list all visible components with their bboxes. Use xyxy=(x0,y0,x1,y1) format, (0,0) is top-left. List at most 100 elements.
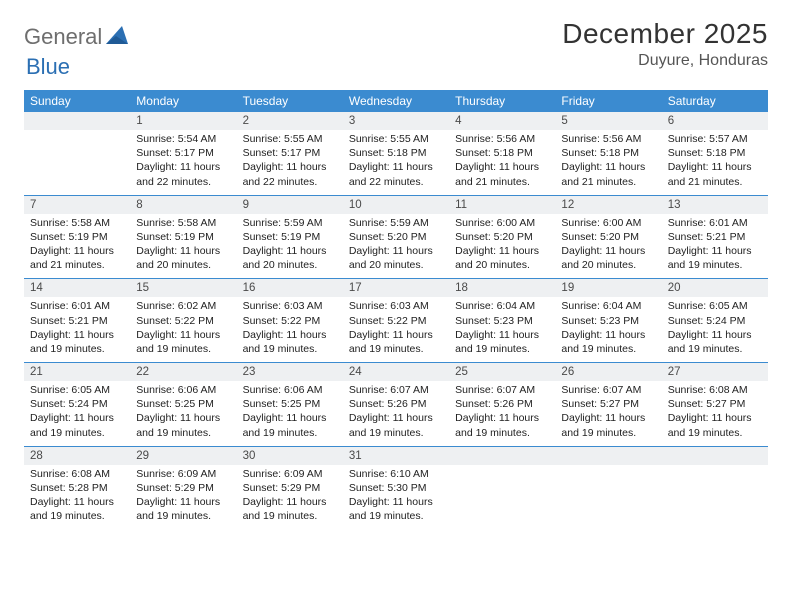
sunrise-line: Sunrise: 5:55 AM xyxy=(349,132,443,146)
calendar-day-cell: 20Sunrise: 6:05 AMSunset: 5:24 PMDayligh… xyxy=(662,279,768,362)
day-body: Sunrise: 6:07 AMSunset: 5:26 PMDaylight:… xyxy=(449,381,555,446)
daylight-line: Daylight: 11 hours and 19 minutes. xyxy=(668,328,762,356)
daylight-line: Daylight: 11 hours and 19 minutes. xyxy=(455,411,549,439)
sunset-line: Sunset: 5:20 PM xyxy=(349,230,443,244)
calendar: SundayMondayTuesdayWednesdayThursdayFrid… xyxy=(24,90,768,529)
day-number xyxy=(555,447,661,465)
day-number: 31 xyxy=(343,447,449,465)
sunset-line: Sunset: 5:25 PM xyxy=(136,397,230,411)
day-body xyxy=(24,130,130,138)
daylight-line: Daylight: 11 hours and 21 minutes. xyxy=(455,160,549,188)
day-body xyxy=(449,465,555,473)
sunrise-line: Sunrise: 5:58 AM xyxy=(136,216,230,230)
day-body: Sunrise: 5:56 AMSunset: 5:18 PMDaylight:… xyxy=(449,130,555,195)
day-number: 28 xyxy=(24,447,130,465)
day-number: 18 xyxy=(449,279,555,297)
day-body: Sunrise: 6:00 AMSunset: 5:20 PMDaylight:… xyxy=(555,214,661,279)
daylight-line: Daylight: 11 hours and 19 minutes. xyxy=(349,328,443,356)
sunset-line: Sunset: 5:20 PM xyxy=(561,230,655,244)
sunset-line: Sunset: 5:19 PM xyxy=(136,230,230,244)
day-number: 29 xyxy=(130,447,236,465)
calendar-day-cell: 3 Sunrise: 5:55 AMSunset: 5:18 PMDaylight… xyxy=(343,112,449,195)
daylight-line: Daylight: 11 hours and 20 minutes. xyxy=(455,244,549,272)
weekday-header-row: SundayMondayTuesdayWednesdayThursdayFrid… xyxy=(24,90,768,112)
day-body xyxy=(555,465,661,473)
logo-text-general: General xyxy=(24,24,102,50)
sunrise-line: Sunrise: 6:06 AM xyxy=(243,383,337,397)
calendar-day-cell: 18Sunrise: 6:04 AMSunset: 5:23 PMDayligh… xyxy=(449,279,555,362)
day-body: Sunrise: 6:02 AMSunset: 5:22 PMDaylight:… xyxy=(130,297,236,362)
daylight-line: Daylight: 11 hours and 19 minutes. xyxy=(668,244,762,272)
day-number: 27 xyxy=(662,363,768,381)
sunset-line: Sunset: 5:24 PM xyxy=(30,397,124,411)
sunrise-line: Sunrise: 5:59 AM xyxy=(349,216,443,230)
sunset-line: Sunset: 5:22 PM xyxy=(136,314,230,328)
calendar-day-cell: 7Sunrise: 5:58 AMSunset: 5:19 PMDaylight… xyxy=(24,196,130,279)
weekday-header-cell: Thursday xyxy=(449,90,555,112)
calendar-day-cell: 2Sunrise: 5:55 AMSunset: 5:17 PMDaylight… xyxy=(237,112,343,195)
calendar-day-cell: 14Sunrise: 6:01 AMSunset: 5:21 PMDayligh… xyxy=(24,279,130,362)
sunset-line: Sunset: 5:18 PM xyxy=(455,146,549,160)
day-number: 25 xyxy=(449,363,555,381)
calendar-day-cell: 1Sunrise: 5:54 AMSunset: 5:17 PMDaylight… xyxy=(130,112,236,195)
calendar-day-cell: 8Sunrise: 5:58 AMSunset: 5:19 PMDaylight… xyxy=(130,196,236,279)
sunset-line: Sunset: 5:30 PM xyxy=(349,481,443,495)
sunset-line: Sunset: 5:18 PM xyxy=(349,146,443,160)
calendar-day-cell: 6Sunrise: 5:57 AMSunset: 5:18 PMDaylight… xyxy=(662,112,768,195)
sunset-line: Sunset: 5:23 PM xyxy=(455,314,549,328)
sunrise-line: Sunrise: 6:06 AM xyxy=(136,383,230,397)
calendar-day-cell: 21Sunrise: 6:05 AMSunset: 5:24 PMDayligh… xyxy=(24,363,130,446)
logo-triangle-icon xyxy=(106,26,128,49)
calendar-day-cell: 24Sunrise: 6:07 AMSunset: 5:26 PMDayligh… xyxy=(343,363,449,446)
day-number: 3 xyxy=(343,112,449,130)
sunset-line: Sunset: 5:19 PM xyxy=(243,230,337,244)
day-body: Sunrise: 6:03 AMSunset: 5:22 PMDaylight:… xyxy=(237,297,343,362)
sunset-line: Sunset: 5:27 PM xyxy=(668,397,762,411)
day-body: Sunrise: 6:09 AMSunset: 5:29 PMDaylight:… xyxy=(130,465,236,530)
day-body: Sunrise: 5:55 AMSunset: 5:17 PMDaylight:… xyxy=(237,130,343,195)
day-body: Sunrise: 5:57 AMSunset: 5:18 PMDaylight:… xyxy=(662,130,768,195)
day-number: 14 xyxy=(24,279,130,297)
calendar-week-row: 21Sunrise: 6:05 AMSunset: 5:24 PMDayligh… xyxy=(24,362,768,446)
day-body: Sunrise: 6:00 AMSunset: 5:20 PMDaylight:… xyxy=(449,214,555,279)
day-number: 2 xyxy=(237,112,343,130)
sunset-line: Sunset: 5:18 PM xyxy=(668,146,762,160)
day-body xyxy=(662,465,768,473)
sunset-line: Sunset: 5:28 PM xyxy=(30,481,124,495)
day-body: Sunrise: 6:04 AMSunset: 5:23 PMDaylight:… xyxy=(555,297,661,362)
sunset-line: Sunset: 5:27 PM xyxy=(561,397,655,411)
daylight-line: Daylight: 11 hours and 20 minutes. xyxy=(136,244,230,272)
day-number xyxy=(449,447,555,465)
sunrise-line: Sunrise: 6:07 AM xyxy=(349,383,443,397)
sunrise-line: Sunrise: 6:03 AM xyxy=(243,299,337,313)
day-number: 15 xyxy=(130,279,236,297)
daylight-line: Daylight: 11 hours and 19 minutes. xyxy=(243,495,337,523)
daylight-line: Daylight: 11 hours and 19 minutes. xyxy=(561,328,655,356)
sunset-line: Sunset: 5:26 PM xyxy=(349,397,443,411)
calendar-weeks: 1Sunrise: 5:54 AMSunset: 5:17 PMDaylight… xyxy=(24,112,768,529)
day-number: 6 xyxy=(662,112,768,130)
calendar-week-row: 1Sunrise: 5:54 AMSunset: 5:17 PMDaylight… xyxy=(24,112,768,195)
weekday-header-cell: Saturday xyxy=(662,90,768,112)
day-body: Sunrise: 5:54 AMSunset: 5:17 PMDaylight:… xyxy=(130,130,236,195)
sunrise-line: Sunrise: 6:07 AM xyxy=(561,383,655,397)
weekday-header-cell: Sunday xyxy=(24,90,130,112)
daylight-line: Daylight: 11 hours and 22 minutes. xyxy=(349,160,443,188)
calendar-day-cell: 15Sunrise: 6:02 AMSunset: 5:22 PMDayligh… xyxy=(130,279,236,362)
sunrise-line: Sunrise: 6:09 AM xyxy=(243,467,337,481)
day-body: Sunrise: 6:04 AMSunset: 5:23 PMDaylight:… xyxy=(449,297,555,362)
calendar-day-cell: 23Sunrise: 6:06 AMSunset: 5:25 PMDayligh… xyxy=(237,363,343,446)
day-number: 17 xyxy=(343,279,449,297)
day-body: Sunrise: 6:01 AMSunset: 5:21 PMDaylight:… xyxy=(24,297,130,362)
calendar-week-row: 14Sunrise: 6:01 AMSunset: 5:21 PMDayligh… xyxy=(24,278,768,362)
sunrise-line: Sunrise: 6:00 AM xyxy=(561,216,655,230)
sunrise-line: Sunrise: 5:58 AM xyxy=(30,216,124,230)
sunset-line: Sunset: 5:23 PM xyxy=(561,314,655,328)
daylight-line: Daylight: 11 hours and 20 minutes. xyxy=(561,244,655,272)
sunrise-line: Sunrise: 5:57 AM xyxy=(668,132,762,146)
daylight-line: Daylight: 11 hours and 19 minutes. xyxy=(30,411,124,439)
day-body: Sunrise: 5:59 AMSunset: 5:19 PMDaylight:… xyxy=(237,214,343,279)
daylight-line: Daylight: 11 hours and 21 minutes. xyxy=(561,160,655,188)
sunrise-line: Sunrise: 5:55 AM xyxy=(243,132,337,146)
sunset-line: Sunset: 5:17 PM xyxy=(136,146,230,160)
